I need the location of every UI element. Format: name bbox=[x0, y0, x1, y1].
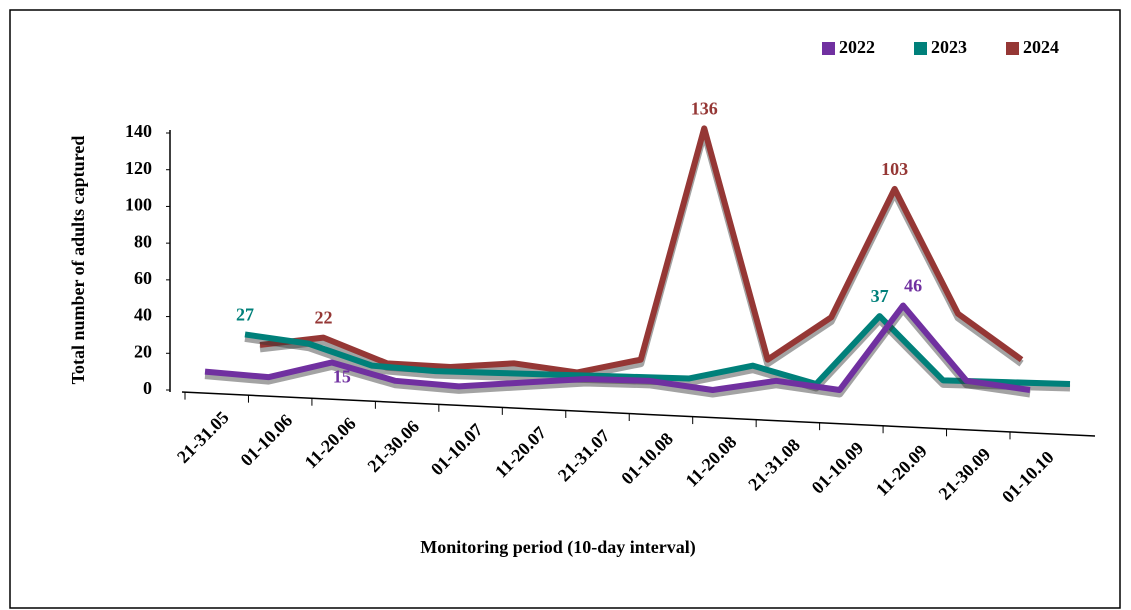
legend-label: 2024 bbox=[1023, 37, 1059, 57]
x-axis-label: Monitoring period (10-day interval) bbox=[420, 537, 695, 558]
frame bbox=[9, 9, 1121, 609]
legend-swatch bbox=[914, 42, 927, 55]
y-tick-label: 40 bbox=[134, 305, 152, 325]
y-tick-label: 100 bbox=[125, 195, 152, 215]
data-label: 15 bbox=[333, 367, 351, 387]
legend-label: 2022 bbox=[839, 37, 875, 57]
series-line bbox=[204, 302, 1031, 393]
legend-swatch bbox=[822, 42, 835, 55]
data-label: 22 bbox=[314, 308, 332, 328]
legend-label: 2023 bbox=[931, 37, 967, 57]
legend-swatch bbox=[1006, 42, 1019, 55]
y-axis-label: Total number of adults captured bbox=[68, 136, 88, 385]
y-tick-label: 140 bbox=[125, 121, 152, 141]
y-tick-label: 20 bbox=[134, 341, 152, 361]
y-tick-label: 0 bbox=[143, 378, 152, 398]
data-label: 136 bbox=[691, 98, 718, 118]
data-label: 103 bbox=[881, 159, 908, 179]
data-label: 27 bbox=[236, 305, 254, 325]
series-line bbox=[259, 125, 1024, 376]
series-line bbox=[244, 313, 1071, 387]
y-tick-label: 60 bbox=[134, 268, 152, 288]
y-tick-label: 120 bbox=[125, 158, 152, 178]
y-tick-label: 80 bbox=[134, 231, 152, 251]
data-label: 37 bbox=[871, 286, 889, 306]
data-label: 46 bbox=[904, 276, 922, 296]
x-axis bbox=[181, 391, 1096, 437]
